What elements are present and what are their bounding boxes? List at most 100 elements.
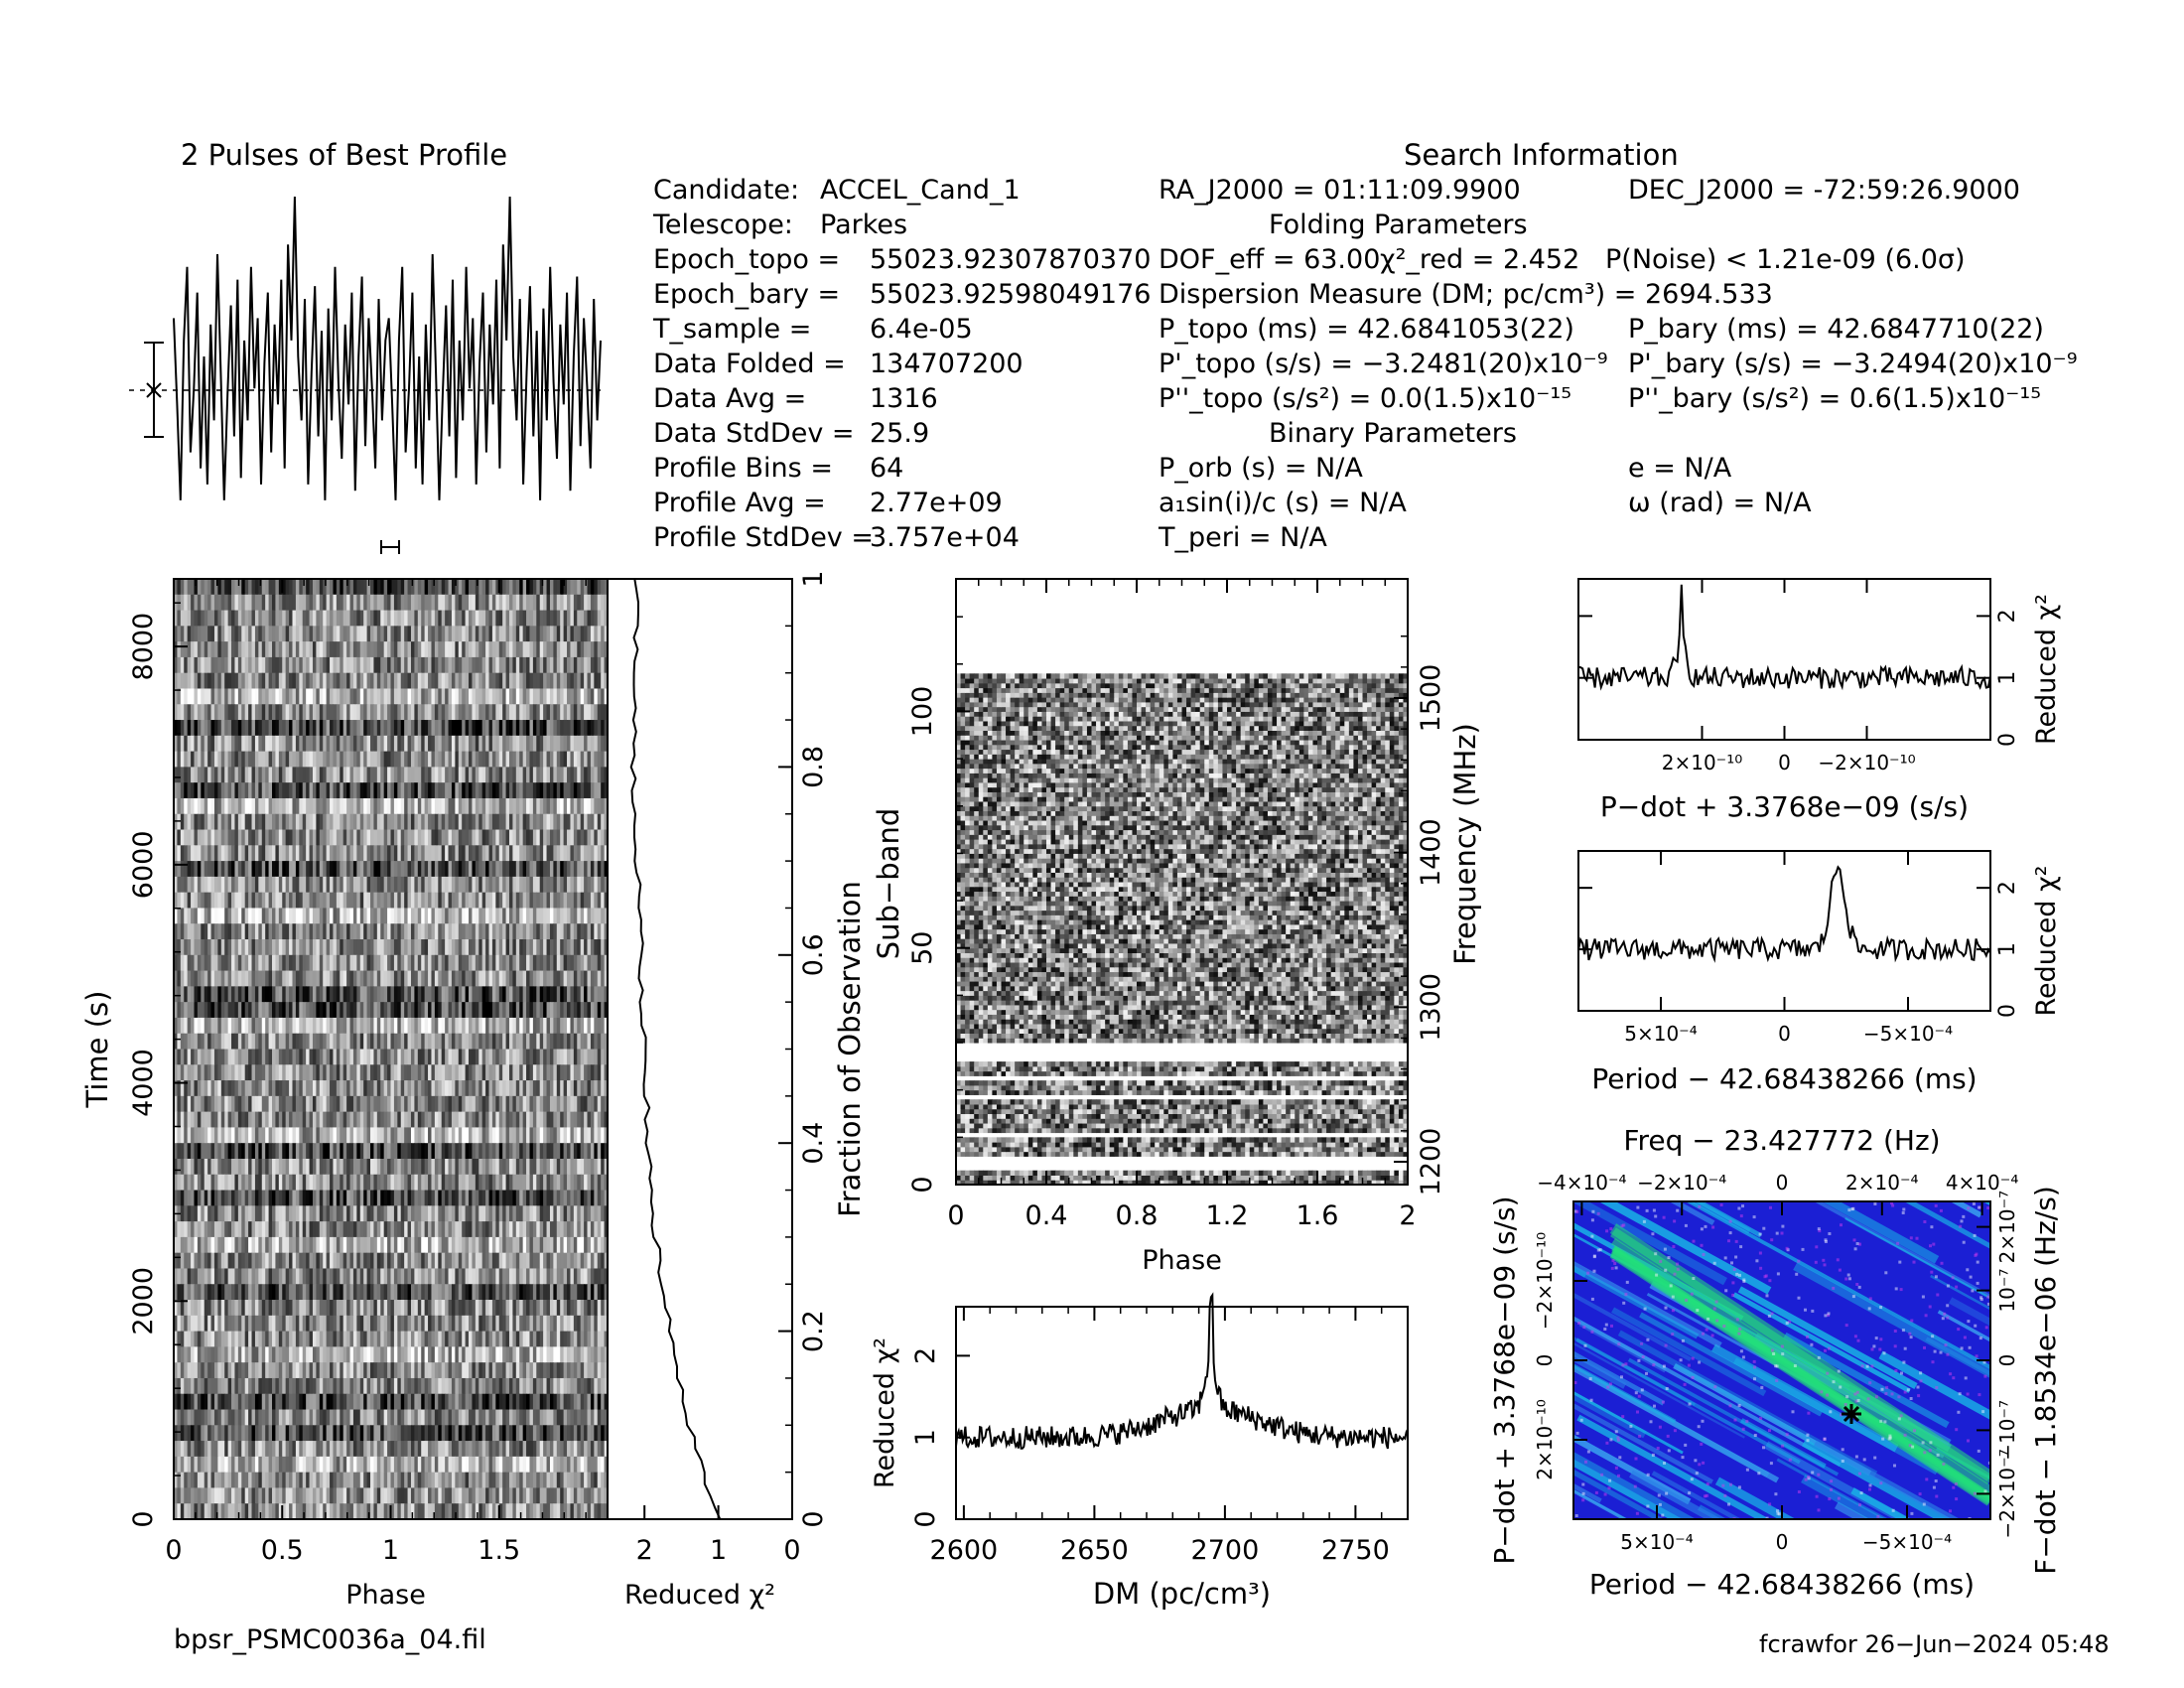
time-phase-cell xyxy=(491,813,496,831)
time-phase-cell xyxy=(387,1127,392,1144)
time-phase-cell xyxy=(319,1017,324,1035)
time-phase-cell xyxy=(601,720,606,737)
time-phase-cell xyxy=(397,782,402,799)
time-phase-cell xyxy=(275,672,280,690)
time-phase-cell xyxy=(424,1080,429,1097)
time-phase-cell xyxy=(563,908,568,924)
time-phase-cell xyxy=(519,908,524,924)
time-phase-cell xyxy=(584,1017,589,1035)
time-phase-cell xyxy=(197,1127,202,1144)
time-phase-cell xyxy=(475,656,479,674)
time-phase-cell xyxy=(536,908,541,924)
time-phase-cell xyxy=(244,813,249,831)
time-phase-cell xyxy=(210,1174,215,1192)
time-phase-cell xyxy=(472,1111,477,1129)
time-phase-cell xyxy=(573,751,578,768)
time-phase-cell xyxy=(580,797,585,815)
time-phase-cell xyxy=(462,626,467,642)
time-phase-cell xyxy=(472,1143,477,1160)
time-phase-cell xyxy=(481,1017,486,1035)
time-phase-cell xyxy=(498,954,503,972)
time-phase-cell xyxy=(292,845,297,862)
time-phase-cell xyxy=(292,751,297,768)
time-phase-cell xyxy=(539,1002,544,1019)
time-phase-cell xyxy=(469,797,474,815)
time-phase-cell xyxy=(194,1064,199,1081)
time-phase-cell xyxy=(601,892,606,910)
time-phase-cell xyxy=(563,579,568,596)
time-phase-cell xyxy=(207,845,212,862)
time-phase-cell xyxy=(346,1002,351,1019)
time-phase-cell xyxy=(597,751,602,768)
time-phase-cell xyxy=(570,1064,575,1081)
time-phase-cell xyxy=(407,735,412,753)
time-phase-cell xyxy=(522,656,527,674)
time-phase-cell xyxy=(231,1174,236,1192)
time-phase-cell xyxy=(227,1064,232,1081)
time-phase-cell xyxy=(532,1033,537,1051)
time-phase-cell xyxy=(278,704,283,721)
time-phase-cell xyxy=(462,1002,467,1019)
time-phase-cell xyxy=(180,688,185,705)
time-phase-cell xyxy=(265,1174,270,1192)
time-phase-cell xyxy=(224,656,229,674)
time-phase-cell xyxy=(376,704,381,721)
time-phase-cell xyxy=(244,735,249,753)
time-phase-cell xyxy=(237,876,242,894)
time-phase-cell xyxy=(278,1127,283,1144)
time-phase-cell xyxy=(177,845,182,862)
time-phase-cell xyxy=(237,688,242,705)
time-phase-cell xyxy=(316,1174,321,1192)
time-phase-cell xyxy=(563,1064,568,1081)
time-phase-cell xyxy=(491,939,496,956)
time-phase-cell xyxy=(508,720,513,737)
time-phase-cell xyxy=(455,672,460,690)
time-phase-cell xyxy=(512,720,517,737)
time-phase-cell xyxy=(323,1111,328,1129)
time-phase-cell xyxy=(604,1064,609,1081)
time-phase-cell xyxy=(376,626,381,642)
time-phase-cell xyxy=(359,892,364,910)
time-phase-cell xyxy=(498,656,503,674)
time-phase-cell xyxy=(194,1111,199,1129)
time-phase-cell xyxy=(204,594,208,612)
time-phase-cell xyxy=(478,845,483,862)
time-phase-cell xyxy=(458,626,463,642)
time-phase-cell xyxy=(356,704,361,721)
time-phase-cell xyxy=(237,1064,242,1081)
time-phase-cell xyxy=(231,1127,236,1144)
time-phase-cell xyxy=(560,767,565,783)
time-phase-cell xyxy=(553,688,558,705)
time-phase-cell xyxy=(254,782,259,799)
time-phase-cell xyxy=(441,688,446,705)
time-phase-cell xyxy=(258,720,263,737)
time-phase-cell xyxy=(254,986,259,1003)
time-phase-cell xyxy=(515,892,520,910)
time-phase-cell xyxy=(224,594,229,612)
time-phase-cell xyxy=(234,970,239,987)
time-phase-cell xyxy=(197,704,202,721)
time-phase-cell xyxy=(539,829,544,846)
time-phase-cell xyxy=(458,1017,463,1035)
time-phase-cell xyxy=(237,594,242,612)
time-phase-cell xyxy=(333,845,338,862)
time-phase-cell xyxy=(455,1017,460,1035)
time-phase-cell xyxy=(340,845,344,862)
time-phase-cell xyxy=(197,1064,202,1081)
time-phase-cell xyxy=(323,720,328,737)
time-phase-cell xyxy=(292,594,297,612)
time-phase-cell xyxy=(224,1002,229,1019)
time-phase-cell xyxy=(441,1143,446,1160)
time-phase-cell xyxy=(498,1111,503,1129)
time-phase-cell xyxy=(326,954,331,972)
time-phase-cell xyxy=(458,876,463,894)
time-phase-cell xyxy=(197,1111,202,1129)
time-phase-cell xyxy=(299,1127,304,1144)
time-phase-cell xyxy=(472,1080,477,1097)
time-phase-cell xyxy=(346,704,351,721)
time-phase-cell xyxy=(421,939,426,956)
time-phase-cell xyxy=(194,1033,199,1051)
time-phase-cell xyxy=(352,876,357,894)
time-phase-cell xyxy=(431,579,436,596)
time-phase-cell xyxy=(488,876,493,894)
